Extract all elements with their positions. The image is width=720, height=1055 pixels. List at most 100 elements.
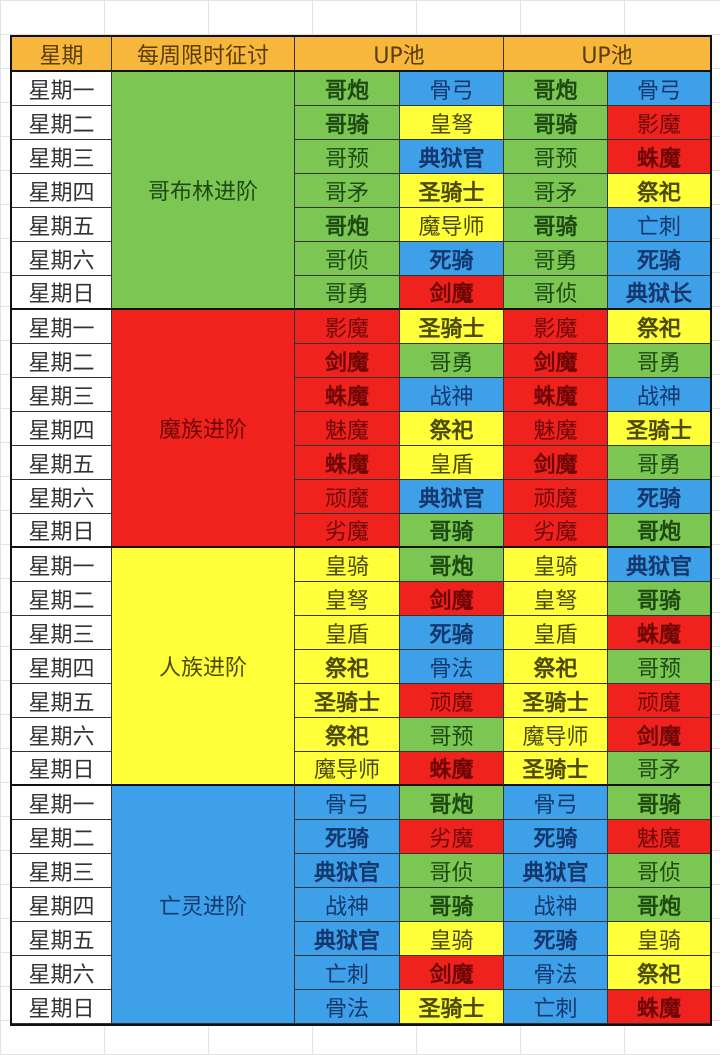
pool-unit-cell: 死骑 <box>504 922 608 956</box>
pool-unit-cell: 战神 <box>504 888 608 922</box>
pool-unit-cell: 哥骑 <box>608 786 710 820</box>
pool-unit-cell: 哥炮 <box>608 888 710 922</box>
pool-unit-cell: 哥勇 <box>400 344 504 378</box>
pool-unit-cell: 哥炮 <box>295 208 400 242</box>
pool-unit-cell: 魅魔 <box>504 412 608 446</box>
day-label: 星期日 <box>12 514 112 548</box>
day-label: 星期一 <box>12 310 112 344</box>
pool-unit-cell: 死骑 <box>504 820 608 854</box>
pool-unit-cell: 圣骑士 <box>400 174 504 208</box>
pool-unit-cell: 典狱官 <box>400 480 504 514</box>
pool-unit-cell: 亡刺 <box>608 208 710 242</box>
pool-unit-cell: 死骑 <box>400 616 504 650</box>
pool-unit-cell: 蛛魔 <box>295 378 400 412</box>
pool-unit-cell: 哥侦 <box>608 854 710 888</box>
pool-unit-cell: 影魔 <box>608 106 710 140</box>
pool-unit-cell: 祭祀 <box>295 718 400 752</box>
day-label: 星期三 <box>12 140 112 174</box>
pool-unit-cell: 皇盾 <box>400 446 504 480</box>
day-label: 星期日 <box>12 752 112 786</box>
day-label: 星期五 <box>12 446 112 480</box>
pool-unit-cell: 祭祀 <box>608 310 710 344</box>
pool-unit-cell: 典狱官 <box>400 140 504 174</box>
day-label: 星期一 <box>12 72 112 106</box>
pool-unit-cell: 劣魔 <box>295 514 400 548</box>
pool-unit-cell: 亡刺 <box>504 990 608 1024</box>
pool-unit-cell: 哥预 <box>608 650 710 684</box>
day-label: 星期五 <box>12 922 112 956</box>
pool-unit-cell: 皇弩 <box>295 582 400 616</box>
group-label: 亡灵进阶 <box>112 786 295 1024</box>
pool-unit-cell: 圣骑士 <box>608 412 710 446</box>
day-label: 星期一 <box>12 786 112 820</box>
pool-unit-cell: 哥炮 <box>295 72 400 106</box>
pool-unit-cell: 哥侦 <box>400 854 504 888</box>
pool-unit-cell: 皇骑 <box>608 922 710 956</box>
pool-unit-cell: 骨弓 <box>504 786 608 820</box>
pool-unit-cell: 剑魔 <box>504 344 608 378</box>
pool-unit-cell: 哥炮 <box>400 548 504 582</box>
pool-unit-cell: 骨法 <box>504 956 608 990</box>
pool-unit-cell: 典狱官 <box>295 854 400 888</box>
pool-unit-cell: 哥矛 <box>295 174 400 208</box>
pool-unit-cell: 哥骑 <box>295 106 400 140</box>
pool-unit-cell: 哥侦 <box>295 242 400 276</box>
day-label: 星期二 <box>12 582 112 616</box>
pool-unit-cell: 哥骑 <box>608 582 710 616</box>
pool-unit-cell: 皇骑 <box>400 922 504 956</box>
pool-unit-cell: 哥勇 <box>504 242 608 276</box>
pool-unit-cell: 蛛魔 <box>295 446 400 480</box>
day-label: 星期四 <box>12 174 112 208</box>
pool-unit-cell: 哥侦 <box>504 276 608 310</box>
day-label: 星期日 <box>12 276 112 310</box>
pool-unit-cell: 剑魔 <box>400 276 504 310</box>
pool-unit-cell: 死骑 <box>295 820 400 854</box>
pool-unit-cell: 顽魔 <box>295 480 400 514</box>
day-label: 星期一 <box>12 548 112 582</box>
pool-unit-cell: 顽魔 <box>608 684 710 718</box>
day-label: 星期四 <box>12 412 112 446</box>
day-label: 星期二 <box>12 106 112 140</box>
day-label: 星期二 <box>12 344 112 378</box>
header-day: 星期 <box>12 37 112 72</box>
pool-unit-cell: 影魔 <box>504 310 608 344</box>
pool-unit-cell: 劣魔 <box>504 514 608 548</box>
pool-unit-cell: 顽魔 <box>400 684 504 718</box>
pool-unit-cell: 圣骑士 <box>400 990 504 1024</box>
pool-unit-cell: 魔导师 <box>295 752 400 786</box>
day-label: 星期三 <box>12 378 112 412</box>
pool-unit-cell: 哥骑 <box>400 514 504 548</box>
pool-unit-cell: 祭祀 <box>504 650 608 684</box>
pool-unit-cell: 典狱官 <box>295 922 400 956</box>
weekly-expedition-table: 星期 每周限时征讨 UP池 UP池 哥布林进阶 星期一 哥炮 骨弓 哥炮 骨弓 星期二 哥骑皇… <box>10 35 712 1026</box>
pool-unit-cell: 皇弩 <box>504 582 608 616</box>
pool-unit-cell: 顽魔 <box>504 480 608 514</box>
pool-unit-cell: 战神 <box>400 378 504 412</box>
pool-unit-cell: 哥矛 <box>504 174 608 208</box>
pool-unit-cell: 剑魔 <box>608 718 710 752</box>
day-label: 星期日 <box>12 990 112 1024</box>
header-event: 每周限时征讨 <box>112 37 295 72</box>
pool-unit-cell: 哥炮 <box>608 514 710 548</box>
pool-unit-cell: 战神 <box>295 888 400 922</box>
day-label: 星期六 <box>12 480 112 514</box>
pool-unit-cell: 皇骑 <box>504 548 608 582</box>
day-label: 星期五 <box>12 208 112 242</box>
pool-unit-cell: 哥勇 <box>608 344 710 378</box>
pool-unit-cell: 战神 <box>608 378 710 412</box>
pool-unit-cell: 蛛魔 <box>608 140 710 174</box>
day-label: 星期三 <box>12 854 112 888</box>
pool-unit-cell: 魅魔 <box>295 412 400 446</box>
pool-unit-cell: 典狱长 <box>608 276 710 310</box>
pool-unit-cell: 哥炮 <box>400 786 504 820</box>
pool-unit-cell: 骨法 <box>400 650 504 684</box>
pool-unit-cell: 剑魔 <box>295 344 400 378</box>
day-label: 星期四 <box>12 888 112 922</box>
pool-unit-cell: 剑魔 <box>400 956 504 990</box>
pool-unit-cell: 剑魔 <box>400 582 504 616</box>
day-label: 星期三 <box>12 616 112 650</box>
pool-unit-cell: 魔导师 <box>400 208 504 242</box>
pool-unit-cell: 哥预 <box>295 140 400 174</box>
pool-unit-cell: 圣骑士 <box>504 684 608 718</box>
pool-unit-cell: 皇骑 <box>295 548 400 582</box>
